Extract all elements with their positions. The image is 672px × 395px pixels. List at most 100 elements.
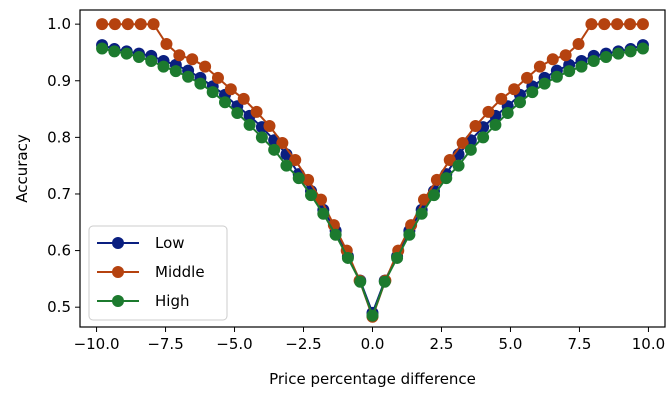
- data-point-middle: [108, 18, 121, 31]
- data-point-middle: [456, 137, 469, 150]
- data-point-high: [194, 77, 207, 90]
- data-point-middle: [289, 154, 302, 167]
- x-axis-label: Price percentage difference: [269, 370, 476, 388]
- data-point-high: [145, 54, 158, 67]
- legend-box: [88, 225, 228, 321]
- y-axis: 0.5 0.6 0.7 0.8 0.9 1.0: [47, 15, 80, 316]
- data-point-high: [563, 65, 576, 78]
- data-point-high: [268, 143, 281, 156]
- data-point-high: [255, 131, 268, 144]
- data-point-middle: [121, 18, 134, 31]
- data-point-middle: [572, 37, 585, 50]
- data-point-middle: [598, 18, 611, 31]
- legend-marker: [112, 266, 124, 278]
- data-point-middle: [314, 193, 327, 206]
- data-point-high: [538, 77, 551, 90]
- data-point-high: [600, 50, 613, 63]
- data-point-high: [391, 251, 404, 264]
- data-point-middle: [443, 154, 456, 167]
- data-point-high: [329, 228, 342, 241]
- data-point-middle: [546, 53, 559, 66]
- x-axis: −10.0 −7.5 −5.0 −2.5 0.0 2.5 5.0 7.5 10.0: [74, 327, 665, 353]
- data-point-high: [489, 118, 502, 131]
- legend-marker: [112, 295, 124, 307]
- data-point-high: [280, 159, 293, 172]
- data-point-middle: [508, 83, 521, 96]
- data-point-high: [292, 172, 305, 185]
- data-point-middle: [186, 53, 199, 66]
- x-tick-label: −5.0: [216, 335, 252, 353]
- data-point-middle: [624, 18, 637, 31]
- x-tick-label: 2.5: [430, 335, 454, 353]
- data-point-middle: [211, 71, 224, 84]
- data-point-middle: [636, 18, 649, 31]
- x-tick-label: 5.0: [499, 335, 523, 353]
- data-point-middle: [533, 60, 546, 73]
- data-point-middle: [224, 83, 237, 96]
- chart-marks: [96, 18, 649, 323]
- data-point-high: [415, 207, 428, 220]
- data-point-middle: [173, 49, 186, 62]
- data-point-high: [514, 96, 527, 109]
- x-tick-label: 7.5: [568, 335, 592, 353]
- data-point-high: [182, 70, 195, 83]
- y-tick-label: 0.7: [47, 185, 71, 203]
- data-point-high: [587, 54, 600, 67]
- y-tick-label: 0.9: [47, 72, 71, 90]
- data-point-middle: [559, 49, 572, 62]
- data-point-middle: [160, 37, 173, 50]
- data-point-middle: [276, 137, 289, 150]
- legend-item-high: High: [97, 292, 189, 310]
- data-point-middle: [147, 18, 160, 31]
- data-point-high: [206, 86, 219, 99]
- data-point-high: [440, 172, 453, 185]
- data-point-middle: [237, 92, 250, 105]
- data-point-middle: [418, 193, 431, 206]
- data-point-high: [526, 86, 539, 99]
- data-point-high: [243, 118, 256, 131]
- x-tick-label: −7.5: [147, 335, 183, 353]
- legend-item-middle: Middle: [97, 263, 205, 281]
- data-point-middle: [263, 120, 276, 133]
- data-point-high: [550, 70, 563, 83]
- data-point-middle: [96, 18, 109, 31]
- data-point-middle: [585, 18, 598, 31]
- data-point-high: [612, 47, 625, 60]
- data-point-middle: [611, 18, 624, 31]
- data-point-high: [317, 207, 330, 220]
- data-point-middle: [482, 105, 495, 118]
- data-point-high: [575, 60, 588, 73]
- data-point-high: [120, 47, 133, 60]
- legend-label: High: [155, 292, 189, 310]
- data-point-high: [218, 96, 231, 109]
- series-high: [96, 42, 649, 322]
- data-point-high: [108, 45, 121, 58]
- data-point-high: [341, 251, 354, 264]
- data-point-high: [636, 42, 649, 55]
- data-point-middle: [250, 105, 263, 118]
- series-middle: [96, 18, 649, 323]
- x-tick-label: 0.0: [361, 335, 385, 353]
- data-point-high: [169, 65, 182, 78]
- x-tick-label: −10.0: [74, 335, 120, 353]
- y-tick-label: 0.5: [47, 298, 71, 316]
- data-point-middle: [302, 173, 315, 186]
- y-tick-label: 0.8: [47, 128, 71, 146]
- data-point-middle: [199, 60, 212, 73]
- y-tick-label: 1.0: [47, 15, 71, 33]
- data-point-high: [477, 131, 490, 144]
- data-point-high: [132, 50, 145, 63]
- data-point-middle: [521, 71, 534, 84]
- data-point-high: [366, 309, 379, 322]
- data-point-high: [452, 159, 465, 172]
- legend-label: Low: [155, 234, 185, 252]
- data-point-high: [464, 143, 477, 156]
- data-point-high: [231, 107, 244, 120]
- x-tick-label: −2.5: [285, 335, 321, 353]
- y-tick-label: 0.6: [47, 242, 71, 260]
- data-point-middle: [495, 92, 508, 105]
- data-point-high: [305, 189, 318, 202]
- data-point-high: [354, 275, 367, 288]
